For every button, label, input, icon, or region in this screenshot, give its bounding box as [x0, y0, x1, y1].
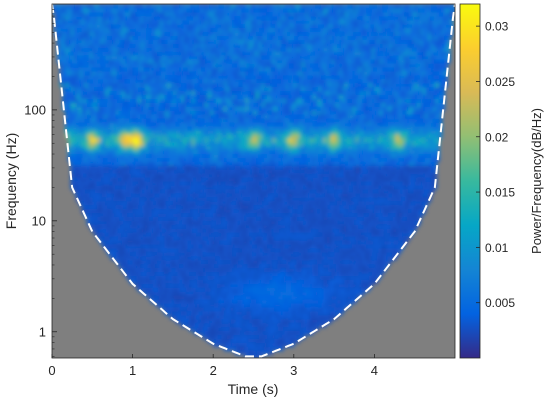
x-tick-label: 0 — [48, 363, 55, 378]
colorbar: 0.005 0.01 0.015 0.02 0.025 0.03 Power/Freque… — [456, 4, 544, 358]
colorbar-gradient — [456, 4, 460, 358]
colorbar-ticks: 0.005 0.01 0.015 0.02 0.025 0.03 — [476, 20, 515, 311]
x-axis-label: Time (s) — [228, 381, 279, 397]
colorbar-tick-label: 0.015 — [485, 186, 515, 200]
colorbar-tick-label: 0.005 — [485, 296, 515, 310]
colorbar-tick-label: 0.03 — [485, 20, 509, 34]
colorbar-tick-label: 0.01 — [485, 241, 509, 255]
plot-area — [52, 4, 456, 359]
colorbar-label: Power/Frequency(dB/Hz) — [529, 108, 544, 254]
colorbar-tick-label: 0.025 — [485, 75, 515, 89]
x-tick-label: 3 — [290, 363, 297, 378]
colorbar-tick-label: 0.02 — [485, 130, 509, 144]
y-tick-label: 10 — [32, 213, 46, 228]
y-axis-label: Frequency (Hz) — [3, 133, 19, 229]
y-tick-label: 1 — [39, 324, 46, 339]
x-tick-label: 4 — [371, 363, 378, 378]
x-tick-label: 2 — [210, 363, 217, 378]
x-tick-label: 1 — [129, 363, 136, 378]
colorbar-bar — [460, 4, 480, 358]
y-tick-label: 100 — [24, 102, 46, 117]
